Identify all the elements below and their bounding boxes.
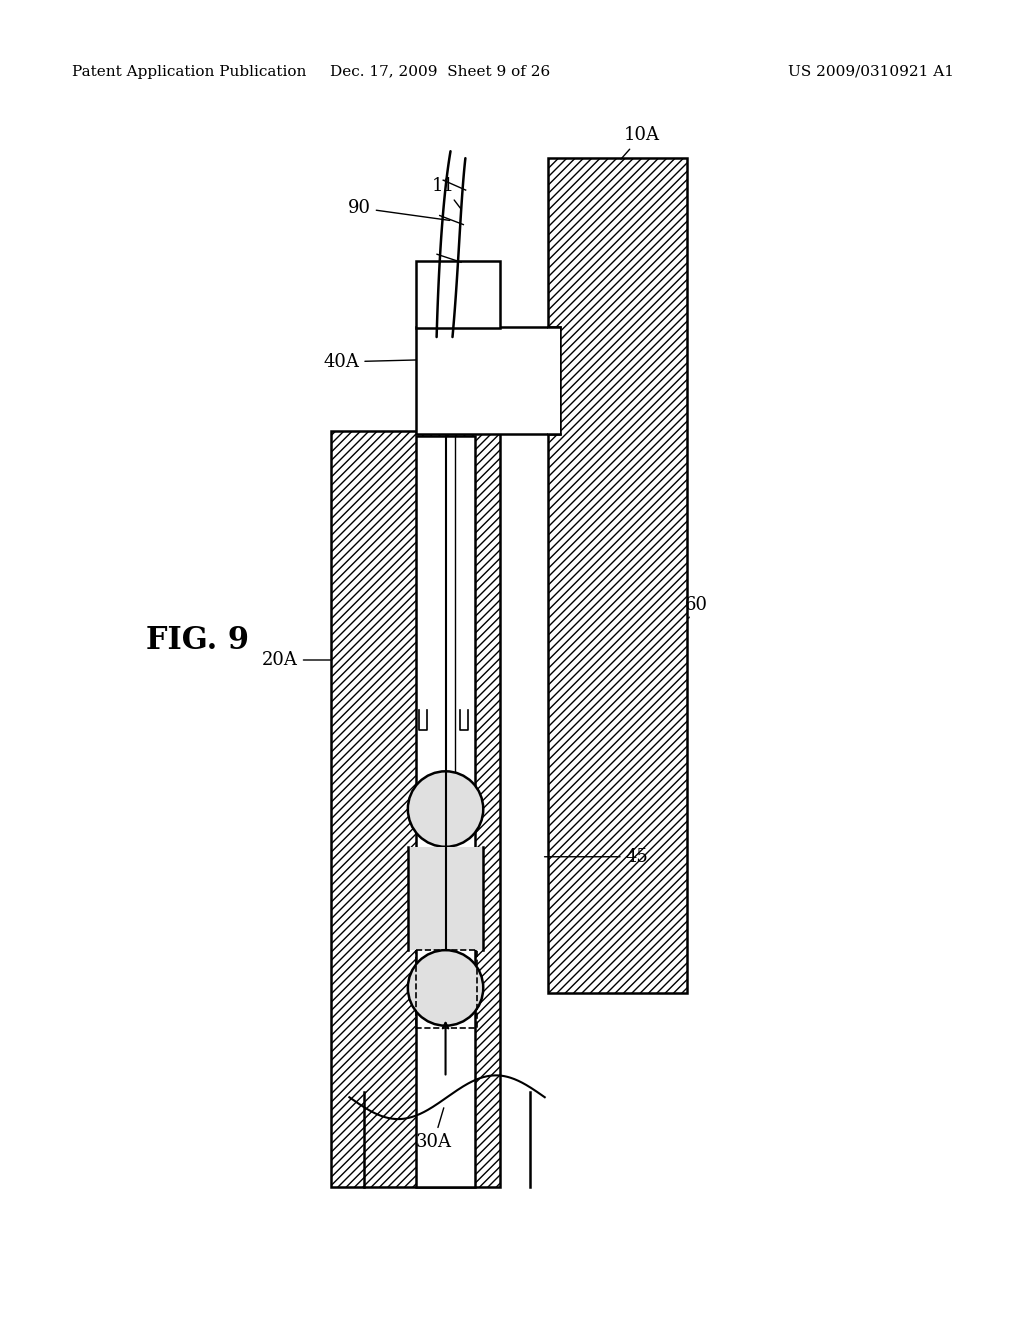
- Text: Patent Application Publication: Patent Application Publication: [72, 65, 306, 79]
- Bar: [408, 847, 483, 950]
- Bar: [548, 327, 559, 434]
- Text: 11: 11: [432, 177, 461, 209]
- Text: 20A: 20A: [262, 651, 332, 669]
- Text: 60: 60: [685, 597, 708, 618]
- Text: 90: 90: [348, 199, 450, 220]
- Bar: [548, 158, 686, 993]
- Text: 30A: 30A: [416, 1107, 452, 1151]
- Bar: [332, 432, 500, 1187]
- Bar: [416, 260, 500, 329]
- Text: 10A: 10A: [621, 127, 659, 160]
- Bar: [416, 437, 475, 1187]
- Text: 45: 45: [545, 847, 648, 866]
- Bar: [416, 950, 477, 1028]
- Text: FIG. 9: FIG. 9: [146, 624, 249, 656]
- Text: 40A: 40A: [324, 352, 416, 371]
- Text: Dec. 17, 2009  Sheet 9 of 26: Dec. 17, 2009 Sheet 9 of 26: [331, 65, 551, 79]
- Circle shape: [408, 950, 483, 1026]
- Circle shape: [408, 771, 483, 847]
- Text: US 2009/0310921 A1: US 2009/0310921 A1: [787, 65, 953, 79]
- Bar: [416, 327, 559, 434]
